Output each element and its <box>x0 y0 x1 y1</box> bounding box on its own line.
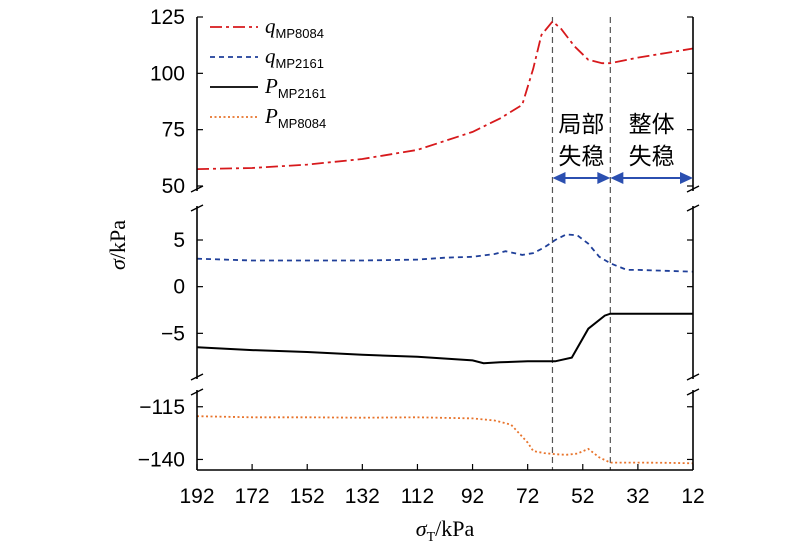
x-tick-label: 172 <box>235 485 270 508</box>
axis-break-mark <box>686 204 700 212</box>
y-tick-label: 0 <box>173 276 185 299</box>
x-tick-label: 132 <box>345 485 380 508</box>
range-arrow-head <box>597 172 611 184</box>
axes: 192 172 152 132 112 92 72 52 32 12 50 75 100 125 −5 0 5 −… <box>105 6 705 545</box>
axis-break-mark <box>190 204 204 212</box>
legend: qMP8084 qMP2161 PMP2161 PMP8084 <box>210 14 326 131</box>
axis-break-mark <box>190 185 204 193</box>
y-tick-label: −5 <box>161 322 185 345</box>
stage-annotation-label: 失稳 <box>629 144 675 170</box>
series-line-q-MP8084 <box>196 20 694 170</box>
axis-break-mark <box>190 388 204 396</box>
legend-entry-label: qMP2161 <box>265 44 324 71</box>
x-tick-label: 52 <box>571 485 594 508</box>
x-tick-label: 72 <box>516 485 539 508</box>
stage-annotation-label: 整体 <box>629 112 675 138</box>
stage-annotation-label: 局部 <box>558 112 604 138</box>
axis-break-mark <box>686 388 700 396</box>
legend-entry-label: PMP2161 <box>264 74 326 101</box>
y-tick-label: 75 <box>162 119 185 142</box>
y-tick-label: 125 <box>150 6 185 29</box>
x-tick-label: 192 <box>179 485 214 508</box>
stage-annotation-label: 失稳 <box>558 144 604 170</box>
y-tick-label: −140 <box>138 448 185 471</box>
y-tick-label: 50 <box>162 175 185 198</box>
x-axis-title: σT/kPa <box>416 516 475 545</box>
series-line-q-MP2161 <box>196 233 694 273</box>
axis-break-mark <box>686 185 700 193</box>
plot-area <box>196 17 694 470</box>
axis-break-mark <box>190 373 204 381</box>
x-tick-label: 32 <box>626 485 649 508</box>
range-arrow-head <box>552 172 566 184</box>
x-tick-label: 152 <box>290 485 325 508</box>
y-tick-label: 100 <box>150 62 185 85</box>
x-tick-label: 112 <box>401 485 434 508</box>
legend-entry-label: qMP8084 <box>265 14 324 41</box>
series-line-P-MP2161 <box>196 312 693 365</box>
x-tick-label: 92 <box>461 485 484 508</box>
legend-entry-label: PMP8084 <box>264 104 326 131</box>
y-axis-title: σ/kPa <box>105 220 130 270</box>
range-arrow-head <box>680 172 693 184</box>
y-tick-label: −115 <box>139 396 185 419</box>
series-line-P-MP8084 <box>196 415 694 465</box>
range-arrow-head <box>610 172 624 184</box>
y-tick-label: 5 <box>173 229 185 252</box>
axis-break-mark <box>686 373 700 381</box>
x-tick-label: 12 <box>681 485 704 508</box>
